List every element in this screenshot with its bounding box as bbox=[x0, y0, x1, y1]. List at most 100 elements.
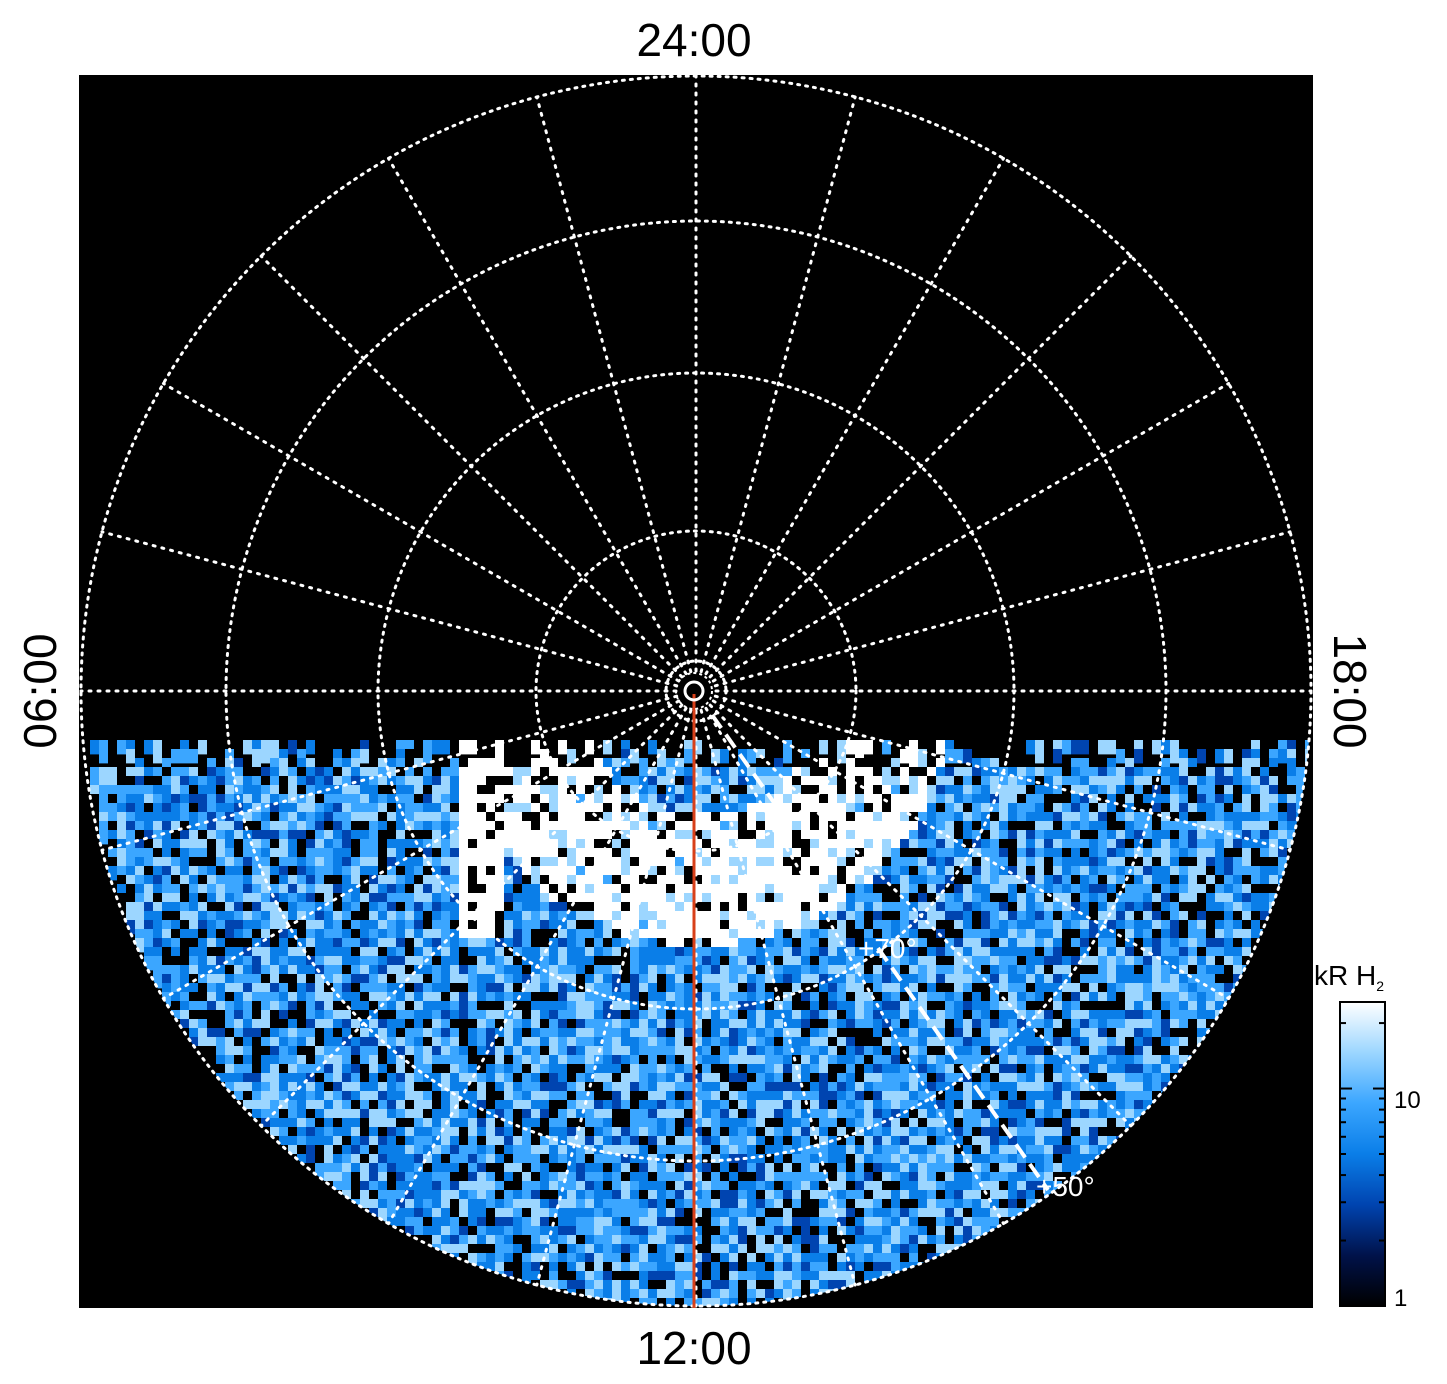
emission-pixel bbox=[378, 1109, 387, 1118]
emission-pixel bbox=[639, 920, 648, 935]
emission-pixel bbox=[801, 1091, 810, 1100]
emission-pixel bbox=[837, 1046, 846, 1055]
emission-pixel bbox=[666, 749, 675, 764]
emission-pixel bbox=[810, 947, 819, 962]
emission-pixel bbox=[387, 929, 396, 944]
emission-pixel bbox=[1143, 929, 1152, 944]
emission-pixel bbox=[576, 1010, 585, 1019]
emission-pixel bbox=[360, 965, 369, 980]
emission-pixel bbox=[1080, 866, 1089, 881]
emission-pixel bbox=[126, 767, 135, 782]
emission-pixel bbox=[1215, 803, 1224, 818]
emission-pixel bbox=[1098, 1046, 1107, 1055]
emission-pixel bbox=[162, 866, 171, 881]
emission-pixel bbox=[702, 1091, 711, 1100]
emission-pixel bbox=[585, 893, 594, 908]
emission-pixel bbox=[837, 812, 846, 827]
emission-pixel bbox=[495, 857, 504, 872]
emission-pixel bbox=[900, 1037, 909, 1046]
emission-pixel bbox=[225, 839, 234, 854]
emission-pixel bbox=[810, 911, 819, 926]
emission-pixel bbox=[1188, 830, 1197, 845]
emission-pixel bbox=[1161, 938, 1170, 953]
emission-pixel bbox=[468, 920, 477, 935]
emission-pixel bbox=[198, 911, 207, 926]
emission-pixel bbox=[549, 1073, 558, 1082]
emission-pixel bbox=[684, 1010, 693, 1019]
emission-pixel bbox=[1269, 893, 1278, 908]
emission-pixel bbox=[720, 1001, 729, 1010]
emission-pixel bbox=[801, 911, 810, 926]
emission-pixel bbox=[513, 1028, 522, 1037]
emission-pixel bbox=[279, 1073, 288, 1082]
emission-pixel bbox=[405, 848, 414, 863]
emission-pixel bbox=[468, 758, 477, 773]
emission-pixel bbox=[306, 821, 315, 836]
emission-pixel bbox=[1116, 902, 1125, 917]
emission-pixel bbox=[450, 875, 459, 890]
emission-pixel bbox=[657, 875, 666, 890]
emission-pixel bbox=[576, 767, 585, 782]
emission-pixel bbox=[909, 1100, 918, 1109]
emission-pixel bbox=[747, 1019, 756, 1028]
emission-pixel bbox=[720, 785, 729, 800]
emission-pixel bbox=[261, 848, 270, 863]
emission-pixel bbox=[927, 857, 936, 872]
emission-pixel bbox=[351, 920, 360, 935]
emission-pixel bbox=[729, 1091, 738, 1100]
emission-pixel bbox=[1179, 866, 1188, 881]
emission-pixel bbox=[918, 1064, 927, 1073]
emission-pixel bbox=[540, 785, 549, 800]
emission-pixel bbox=[135, 866, 144, 881]
emission-pixel bbox=[882, 974, 891, 989]
emission-pixel bbox=[306, 875, 315, 890]
emission-pixel bbox=[1125, 1082, 1134, 1091]
emission-pixel bbox=[918, 992, 927, 1007]
emission-pixel bbox=[702, 776, 711, 791]
emission-pixel bbox=[522, 1055, 531, 1064]
emission-pixel bbox=[405, 866, 414, 881]
emission-pixel bbox=[657, 1064, 666, 1073]
emission-pixel bbox=[468, 1064, 477, 1073]
emission-pixel bbox=[909, 938, 918, 953]
emission-pixel bbox=[639, 848, 648, 863]
emission-pixel bbox=[1116, 992, 1125, 1007]
emission-pixel bbox=[792, 902, 801, 917]
emission-pixel bbox=[342, 803, 351, 818]
emission-pixel bbox=[549, 812, 558, 827]
emission-pixel bbox=[774, 1010, 783, 1019]
emission-pixel bbox=[477, 1055, 486, 1064]
emission-pixel bbox=[1197, 749, 1206, 764]
emission-pixel bbox=[981, 848, 990, 863]
emission-pixel bbox=[1062, 1046, 1071, 1055]
emission-pixel bbox=[684, 1064, 693, 1073]
emission-pixel bbox=[360, 785, 369, 800]
emission-pixel bbox=[783, 1064, 792, 1073]
emission-pixel bbox=[1197, 1019, 1206, 1028]
emission-pixel bbox=[1017, 938, 1026, 953]
emission-pixel bbox=[531, 794, 540, 809]
emission-pixel bbox=[405, 1118, 414, 1127]
emission-pixel bbox=[954, 902, 963, 917]
emission-pixel bbox=[567, 866, 576, 881]
emission-pixel bbox=[513, 893, 522, 908]
emission-pixel bbox=[900, 947, 909, 962]
emission-pixel bbox=[270, 992, 279, 1007]
emission-pixel bbox=[675, 776, 684, 791]
emission-pixel bbox=[981, 1091, 990, 1100]
emission-pixel bbox=[828, 875, 837, 890]
emission-pixel bbox=[1152, 1019, 1161, 1028]
emission-pixel bbox=[198, 947, 207, 962]
emission-pixel bbox=[747, 1109, 756, 1118]
emission-pixel bbox=[117, 767, 126, 782]
emission-pixel bbox=[594, 1109, 603, 1118]
emission-pixel bbox=[387, 956, 396, 971]
emission-pixel bbox=[315, 839, 324, 854]
emission-pixel bbox=[747, 875, 756, 890]
emission-pixel bbox=[225, 1037, 234, 1046]
emission-pixel bbox=[288, 902, 297, 917]
emission-pixel bbox=[1206, 803, 1215, 818]
emission-pixel bbox=[567, 902, 576, 917]
emission-pixel bbox=[990, 947, 999, 962]
emission-pixel bbox=[792, 830, 801, 845]
